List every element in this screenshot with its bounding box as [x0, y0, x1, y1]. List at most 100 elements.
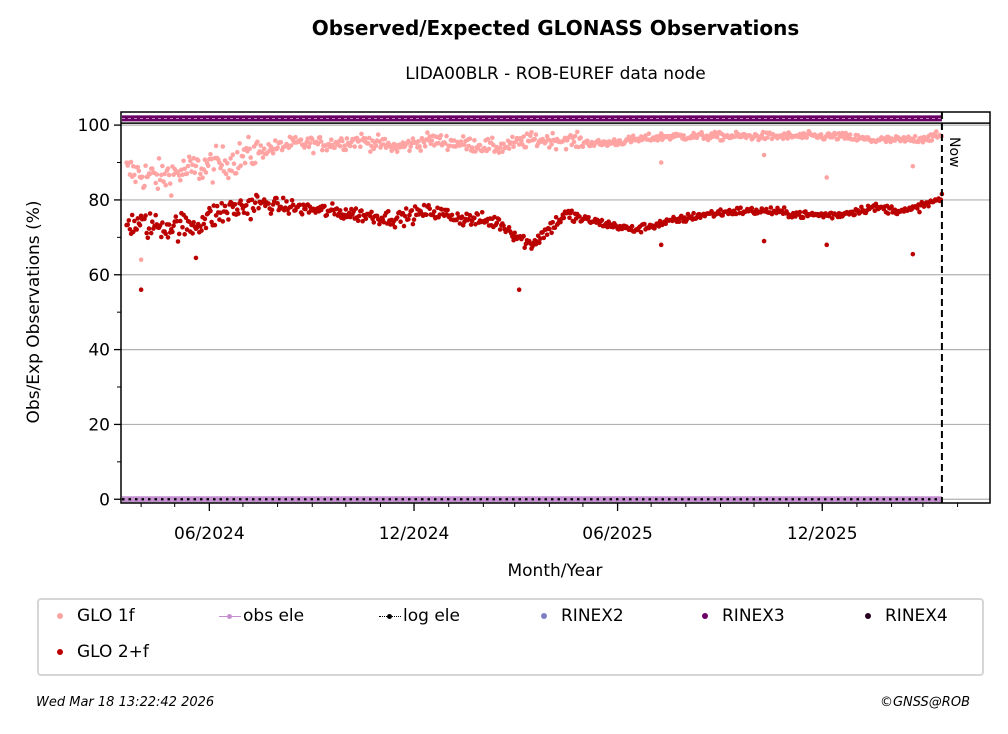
glo-2f-point — [170, 229, 175, 235]
glo-2f-point — [738, 205, 743, 210]
glo-2f-point — [160, 220, 165, 225]
glo-1f-point — [375, 132, 381, 137]
glo-2f-point — [475, 212, 481, 217]
glo-1f-point — [258, 143, 264, 148]
glo-2f-point — [431, 209, 437, 214]
glo-2f-point — [356, 213, 362, 219]
glo-1f-point — [389, 148, 395, 154]
glo-1f-point — [233, 170, 239, 176]
glo-2f-point — [269, 207, 275, 213]
glo-1f-point — [511, 144, 516, 150]
glo-2f-point — [199, 228, 204, 233]
glo-1f-point — [501, 141, 506, 147]
glo-1f-point — [578, 135, 583, 140]
glo-2f-point — [284, 199, 289, 204]
legend-label: RINEX3 — [722, 606, 785, 626]
glo-2f-point — [289, 198, 295, 203]
glo-2f-point — [190, 231, 195, 236]
chart-subtitle: LIDA00BLR - ROB-EUREF data node — [405, 64, 706, 84]
glo-2f-point — [174, 218, 180, 224]
glo-1f-point — [192, 170, 198, 175]
glo-1f-point — [486, 146, 492, 152]
glo-1f-point — [655, 138, 661, 143]
legend-label: GLO 2+f — [77, 642, 149, 662]
glo-1f-point — [226, 175, 231, 181]
data-points — [124, 129, 945, 293]
glo-2f-point — [176, 231, 182, 237]
glo-1f-point — [155, 186, 161, 192]
glo-2f-point — [198, 224, 203, 229]
glo-2f-point — [163, 231, 168, 237]
glo-2f-point — [497, 227, 503, 232]
glo-2f-point — [506, 225, 512, 230]
glo-2f-point — [126, 218, 132, 223]
glo-1f-point — [563, 146, 569, 152]
footer-copyright: ©GNSS@ROB — [879, 695, 970, 710]
glo-2f-point — [889, 204, 894, 209]
glo-1f-point — [359, 131, 364, 137]
glo-1f-point — [883, 139, 889, 145]
glo-2f-point — [577, 214, 582, 219]
glo-1f-point — [185, 163, 191, 169]
glo-1f-point — [275, 145, 280, 151]
glo-1f-point — [344, 136, 350, 141]
glo-1f-point — [240, 154, 246, 159]
glo-2f-point — [129, 212, 135, 218]
glo-1f-point — [912, 134, 918, 139]
glo-2f-point — [307, 204, 313, 209]
y-tick-label: 100 — [78, 116, 110, 136]
glo-2f-point — [143, 213, 148, 218]
glo-2f-point — [219, 201, 224, 206]
glo-2f-point — [685, 211, 691, 217]
glo-2f-outlier — [658, 242, 664, 248]
glo-1f-point — [615, 142, 620, 148]
glo-1f-point — [223, 171, 229, 177]
glo-1f-point — [444, 133, 449, 139]
glo-2f-point — [159, 234, 164, 240]
glo-2f-point — [468, 222, 474, 227]
glo-2f-point — [238, 198, 243, 203]
glo-2f-point — [125, 222, 130, 228]
y-tick-label: 20 — [88, 415, 110, 435]
glo-1f-point — [169, 193, 174, 198]
glo-2f-point — [797, 209, 803, 215]
glo-2f-point — [297, 202, 303, 208]
glo-1f-point — [288, 143, 294, 148]
glo-1f-point — [469, 145, 475, 150]
glo-1f-point — [150, 166, 155, 171]
glo-2f-point — [255, 194, 260, 199]
glo-2f-point — [718, 207, 723, 212]
glo-1f-point — [700, 132, 705, 138]
glo-2f-point — [214, 203, 220, 209]
glo-2f-point — [466, 216, 472, 222]
glo-2f-point — [127, 227, 133, 232]
glo-1f-point — [681, 133, 686, 138]
glo-1f-point — [472, 138, 477, 143]
glo-2f-point — [501, 223, 506, 228]
glo-2f-point — [629, 223, 635, 229]
legend-label: log ele — [403, 606, 460, 626]
glo-2f-point — [359, 208, 364, 213]
glo-2f-point — [411, 217, 417, 222]
y-ticks: 0 20 40 60 80 100 — [78, 116, 121, 510]
glo-2f-point — [248, 216, 253, 222]
glo-2f-marker-icon — [49, 645, 71, 659]
glo-1f-point — [320, 147, 325, 153]
glo-1f-point — [211, 167, 217, 172]
glo-1f-point — [198, 171, 203, 177]
glo-1f-point — [202, 157, 208, 162]
glo-2f-point — [472, 215, 477, 221]
glo-2f-point — [165, 235, 171, 240]
glo-1f-point — [491, 142, 496, 148]
glo-1f-point — [842, 136, 847, 141]
glo-2f-point — [220, 219, 226, 224]
glo-1f-point — [352, 144, 358, 149]
glo-1f-point — [410, 136, 416, 141]
glo-2f-point — [202, 216, 208, 222]
glo-2f-point — [374, 213, 380, 219]
glo-2f-point — [324, 212, 330, 218]
glo-2f-point — [145, 235, 151, 241]
glo-2f-point — [392, 225, 398, 230]
glo-2f-point — [236, 211, 241, 216]
glo-1f-point — [318, 139, 324, 144]
